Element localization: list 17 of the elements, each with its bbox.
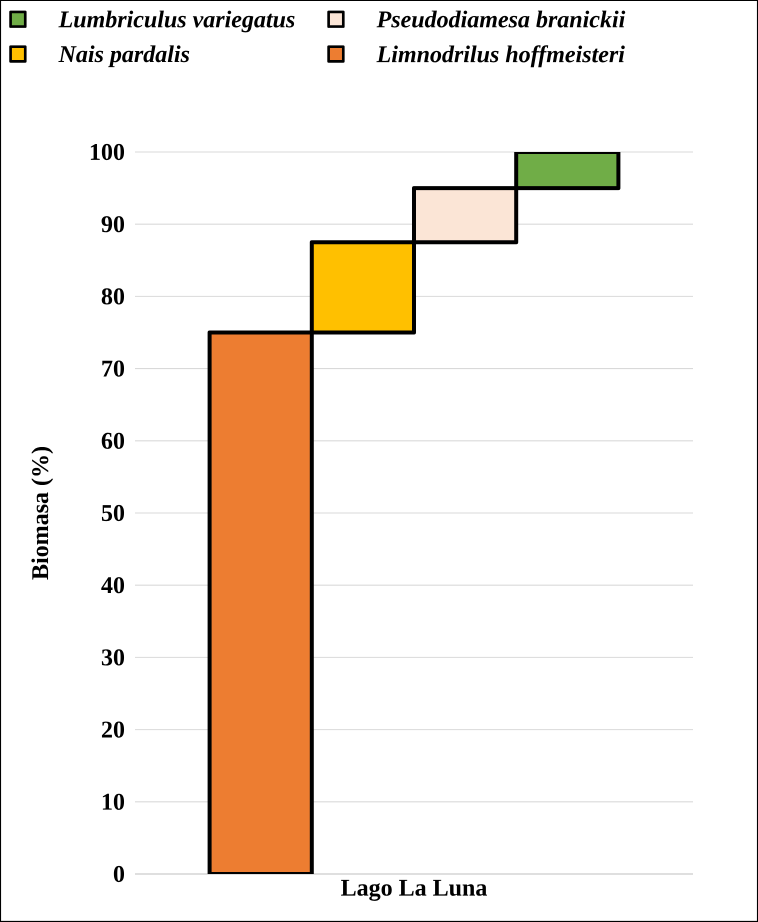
y-tick-label: 20 [102, 722, 124, 738]
legend-label: Nais pardalis [58, 45, 190, 68]
y-tick-label: 30 [102, 649, 124, 666]
y-tick-label: 100 [90, 144, 124, 160]
legend-label: Lumbriculus variegatus [58, 10, 295, 32]
y-axis-title: Biomasa (%) [31, 447, 54, 580]
legend-label: Limnodrilus hoffmeisteri [376, 45, 625, 68]
y-tick-label: 70 [102, 360, 124, 377]
y-tick-label: 10 [102, 794, 124, 810]
y-tick-label: 90 [102, 216, 124, 232]
legend-label: Pseudodiamesa branickii [376, 10, 626, 28]
x-axis-title: Lago La Luna [341, 880, 487, 901]
y-tick-label: 0 [114, 866, 124, 882]
y-tick-label: 80 [102, 288, 124, 304]
y-tick-label: 60 [102, 432, 124, 449]
y-tick-label: 40 [101, 577, 124, 594]
y-tick-label: 50 [102, 504, 124, 522]
